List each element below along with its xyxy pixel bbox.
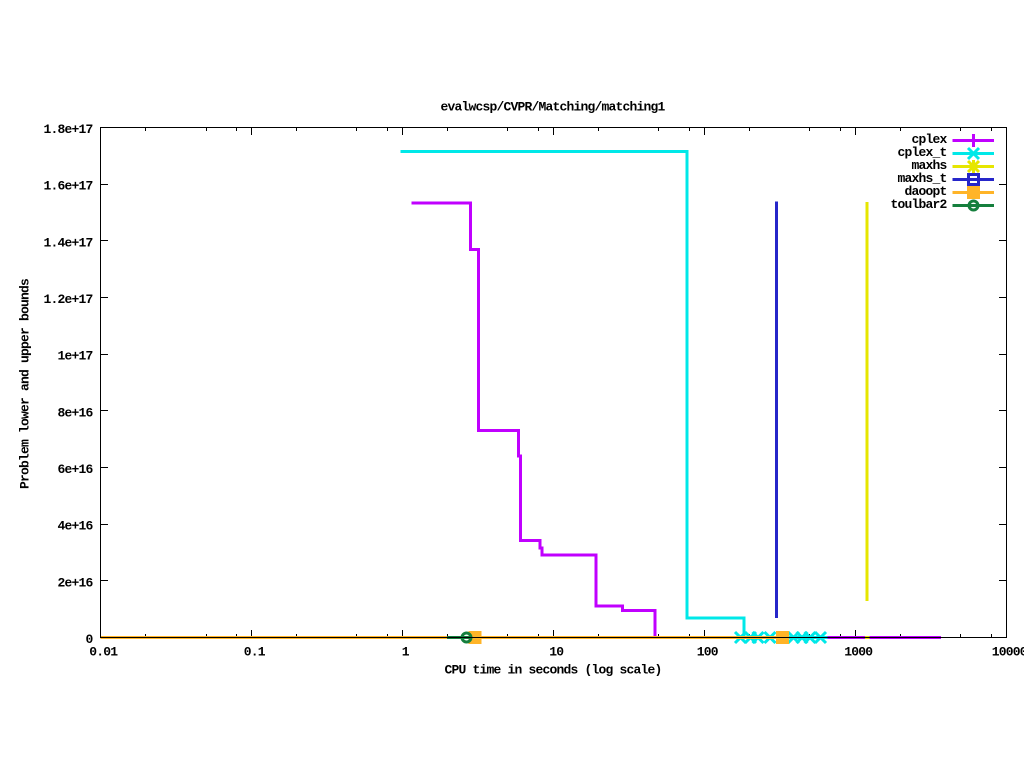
svg-text:8e+16: 8e+16 xyxy=(57,405,93,420)
svg-text:maxhs: maxhs xyxy=(911,158,947,173)
svg-text:CPU time in seconds (log scale: CPU time in seconds (log scale) xyxy=(444,663,661,678)
svg-text:1000: 1000 xyxy=(844,645,873,660)
svg-text:1e+17: 1e+17 xyxy=(57,349,92,364)
svg-text:toulbar2: toulbar2 xyxy=(890,197,947,212)
svg-text:4e+16: 4e+16 xyxy=(57,519,93,534)
svg-text:maxhs_t: maxhs_t xyxy=(897,171,946,186)
svg-text:cplex: cplex xyxy=(911,132,947,147)
svg-text:10000: 10000 xyxy=(992,645,1024,660)
svg-text:cplex_t: cplex_t xyxy=(897,145,946,160)
svg-text:1.4e+17: 1.4e+17 xyxy=(43,235,92,250)
svg-text:6e+16: 6e+16 xyxy=(57,462,93,477)
svg-text:0.1: 0.1 xyxy=(244,645,266,660)
svg-text:evalwcsp/CVPR/Matching/matchin: evalwcsp/CVPR/Matching/matching1 xyxy=(440,100,665,115)
svg-text:0.01: 0.01 xyxy=(89,645,118,660)
svg-text:1.2e+17: 1.2e+17 xyxy=(43,292,92,307)
svg-text:0: 0 xyxy=(85,632,93,647)
svg-text:10: 10 xyxy=(549,645,564,660)
svg-text:100: 100 xyxy=(697,645,719,660)
svg-text:1: 1 xyxy=(402,645,410,660)
svg-text:2e+16: 2e+16 xyxy=(57,575,93,590)
svg-text:Problem lower and upper bounds: Problem lower and upper bounds xyxy=(18,278,33,489)
svg-text:daoopt: daoopt xyxy=(904,184,946,199)
svg-text:1.8e+17: 1.8e+17 xyxy=(43,122,92,137)
svg-text:1.6e+17: 1.6e+17 xyxy=(43,179,92,194)
